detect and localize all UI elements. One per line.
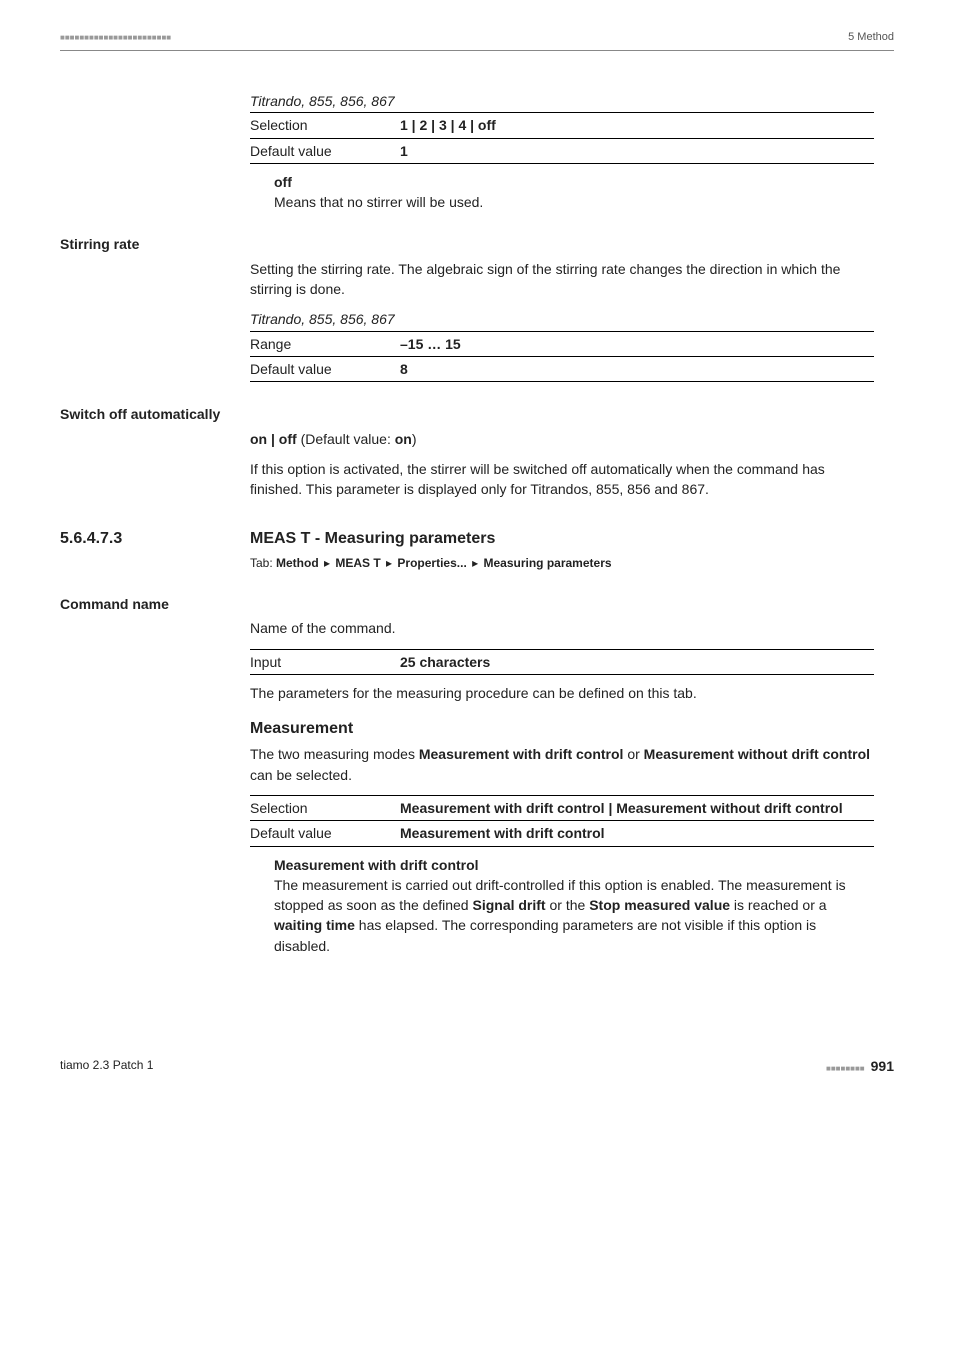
section-header: 5.6.4.7.3 MEAS T - Measuring parameters (60, 527, 894, 550)
onoff-mid: (Default value: (297, 431, 395, 447)
footer-left: tiamo 2.3 Patch 1 (60, 1057, 153, 1074)
block-switch-off: on | off (Default value: on) If this opt… (250, 429, 874, 500)
footer-page: ■■■■■■■■ 991 (826, 1056, 894, 1076)
inset-off: off Means that no stirrer will be used. (274, 172, 874, 213)
t: Stop measured value (589, 897, 730, 913)
arrow-icon: ▸ (381, 556, 398, 570)
block-stirring: Setting the stirring rate. The algebraic… (250, 259, 874, 382)
t: has elapsed. The corresponding parameter… (274, 917, 816, 953)
tab-part: Measuring parameters (483, 556, 611, 570)
intro-b: Measurement with drift control (419, 746, 624, 762)
intro-a: The two measuring modes (250, 746, 419, 762)
heading-switch-off: Switch off automatically (60, 404, 894, 424)
onoff-post: ) (412, 431, 417, 447)
block-titrando-1: Titrando, 855, 856, 867 Selection 1 | 2 … (250, 91, 874, 212)
inset-label: off (274, 172, 874, 192)
heading-stirring-rate: Stirring rate (60, 234, 894, 254)
measurement-intro: The two measuring modes Measurement with… (250, 744, 874, 785)
cmdname-after: The parameters for the measuring procedu… (250, 683, 874, 703)
divider (250, 846, 874, 847)
t: waiting time (274, 917, 355, 933)
cmdname-para: Name of the command. (250, 618, 874, 638)
param-row: Selection Measurement with drift control… (250, 796, 874, 820)
intro-c: or (623, 746, 643, 762)
tab-part: Properties... (397, 556, 466, 570)
model-line: Titrando, 855, 856, 867 (250, 309, 874, 329)
param-label: Default value (250, 359, 400, 379)
header-squares: ■■■■■■■■■■■■■■■■■■■■■■■ (60, 32, 171, 44)
param-label: Selection (250, 798, 400, 818)
param-label: Default value (250, 141, 400, 161)
inset-label: Measurement with drift control (274, 855, 874, 875)
onoff-options: on | off (250, 431, 297, 447)
param-value: 25 characters (400, 652, 490, 672)
param-label: Selection (250, 115, 400, 135)
stirring-para: Setting the stirring rate. The algebraic… (250, 259, 874, 300)
footer-squares: ■■■■■■■■ (826, 1064, 865, 1073)
inset-text: Means that no stirrer will be used. (274, 192, 874, 212)
divider (250, 381, 874, 382)
page-header: ■■■■■■■■■■■■■■■■■■■■■■■ 5 Method (60, 30, 894, 51)
param-row: Default value 1 (250, 139, 874, 163)
param-row: Input 25 characters (250, 650, 874, 674)
page-number: 991 (871, 1058, 894, 1074)
subhead-measurement: Measurement (250, 717, 874, 740)
param-label: Default value (250, 823, 400, 843)
arrow-icon: ▸ (467, 556, 484, 570)
divider (250, 674, 874, 675)
param-value: –15 … 15 (400, 334, 461, 354)
param-value: 1 | 2 | 3 | 4 | off (400, 115, 496, 135)
block-command-name: Name of the command. Input 25 characters… (250, 618, 874, 956)
param-label: Input (250, 652, 400, 672)
param-row: Selection 1 | 2 | 3 | 4 | off (250, 113, 874, 137)
onoff-default: on (395, 431, 412, 447)
tab-part: Method (276, 556, 319, 570)
tab-path: Tab: Method ▸ MEAS T ▸ Properties... ▸ M… (250, 555, 894, 572)
param-row: Default value Measurement with drift con… (250, 821, 874, 845)
intro-d: Measurement without drift control (644, 746, 870, 762)
param-value: 1 (400, 141, 408, 161)
param-row: Default value 8 (250, 357, 874, 381)
intro-e: can be selected. (250, 767, 352, 783)
param-value: 8 (400, 359, 408, 379)
section-title: MEAS T - Measuring parameters (250, 527, 495, 550)
t: or the (546, 897, 590, 913)
divider (250, 163, 874, 164)
section-number: 5.6.4.7.3 (60, 527, 250, 550)
t: is reached or a (730, 897, 827, 913)
param-value: Measurement with drift control (400, 823, 605, 843)
onoff-line: on | off (Default value: on) (250, 429, 874, 449)
param-value: Measurement with drift control | Measure… (400, 798, 874, 818)
model-line: Titrando, 855, 856, 867 (250, 91, 874, 111)
tab-part: MEAS T (335, 556, 380, 570)
t: Signal drift (472, 897, 545, 913)
inset-measurement-drift: Measurement with drift control The measu… (274, 855, 874, 956)
tab-label: Tab: (250, 556, 276, 570)
switchoff-para: If this option is activated, the stirrer… (250, 459, 874, 500)
page-footer: tiamo 2.3 Patch 1 ■■■■■■■■ 991 (60, 1056, 894, 1076)
arrow-icon: ▸ (319, 556, 336, 570)
header-right: 5 Method (848, 30, 894, 46)
inset-body: The measurement is carried out drift-con… (274, 875, 874, 956)
param-label: Range (250, 334, 400, 354)
heading-command-name: Command name (60, 594, 894, 614)
param-row: Range –15 … 15 (250, 332, 874, 356)
